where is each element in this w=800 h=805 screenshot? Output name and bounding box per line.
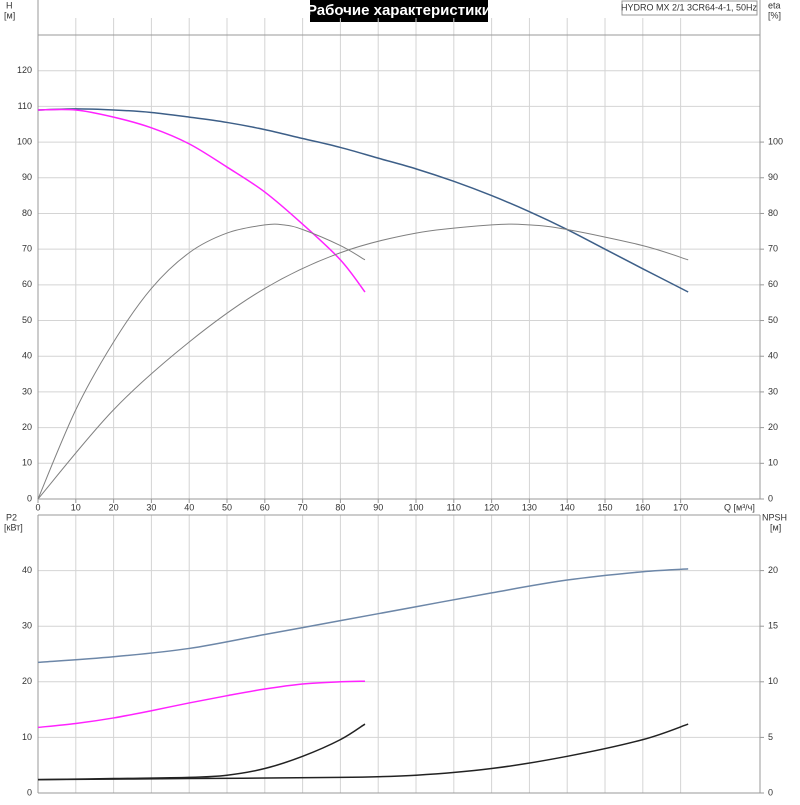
x-tick-label: 30 [146,502,156,512]
x-tick-label: 80 [335,502,345,512]
x-tick-label: 160 [635,502,650,512]
y2-tick-label: 40 [768,351,778,361]
y2-tick-label: 30 [768,386,778,396]
x-tick-label: 70 [298,502,308,512]
y-unit: [кВт] [4,522,23,532]
x-tick-label: 120 [484,502,499,512]
x-tick-label: 0 [35,502,40,512]
y-tick-label: 40 [22,565,32,575]
y-tick-label: 110 [18,101,32,111]
x-tick-label: 90 [373,502,383,512]
curve [37,723,366,781]
x-tick-label: 130 [522,502,537,512]
x-tick-label: 50 [222,502,232,512]
y-tick-label: 100 [17,136,32,146]
y2-tick-label: 70 [768,244,778,254]
y-label: H [6,0,13,10]
y2-tick-label: 5 [768,732,773,742]
y2-tick-label: 90 [768,172,778,182]
y-tick-label: 10 [22,732,32,742]
y-tick-label: 30 [22,621,32,631]
y-tick-label: 40 [22,351,32,361]
y2-tick-label: 80 [768,208,778,218]
y2-tick-label: 15 [768,621,778,631]
y2-unit: [м] [770,522,781,532]
y-tick-label: 90 [22,172,32,182]
y2-tick-label: 20 [768,565,778,575]
y2-unit: [%] [768,10,781,20]
x-tick-label: 20 [109,502,119,512]
y2-tick-label: 50 [768,315,778,325]
x-tick-label: 170 [673,502,688,512]
y2-tick-label: 100 [768,136,783,146]
y-tick-label: 80 [22,208,32,218]
y2-tick-label: 0 [768,493,773,503]
y-label: P2 [6,512,17,522]
x-tick-label: 110 [447,502,461,512]
curve [37,680,365,729]
y-tick-label: 20 [22,422,32,432]
y2-tick-label: 10 [768,676,778,686]
y-tick-label: 120 [17,65,32,75]
annotation: HYDRO MX 2/1 3CR64-4-1, 50Hz [621,2,758,12]
x-tick-label: 150 [598,502,613,512]
x-tick-label: 40 [184,502,194,512]
y-tick-label: 10 [22,458,32,468]
x-tick-label: 60 [260,502,270,512]
curve [37,223,689,500]
curve [37,723,689,781]
y-tick-label: 0 [27,787,32,797]
y2-tick-label: 10 [768,458,778,468]
y2-label: NPSH [762,512,787,522]
y-tick-label: 0 [27,493,32,503]
curve [37,108,689,293]
x-tick-label: 10 [71,502,81,512]
y2-tick-label: 60 [768,279,778,289]
y-tick-label: 20 [22,676,32,686]
annotation-box [621,0,758,16]
y-tick-label: 50 [22,315,32,325]
y2-label: eta [768,0,781,10]
x-tick-label: 140 [560,502,575,512]
curve [37,223,366,500]
y-tick-label: 30 [22,386,32,396]
y2-tick-label: 0 [768,787,773,797]
y-tick-label: 60 [22,279,32,289]
chart-title: Рабочие характеристики [307,2,491,19]
x-tick-label: 100 [408,502,423,512]
x-label: Q [м³/ч] [724,502,755,512]
curve [37,568,689,664]
y-tick-label: 70 [22,244,32,254]
title-box [310,0,488,22]
y2-tick-label: 20 [768,422,778,432]
curve [37,108,366,293]
y-unit: [м] [4,10,15,20]
